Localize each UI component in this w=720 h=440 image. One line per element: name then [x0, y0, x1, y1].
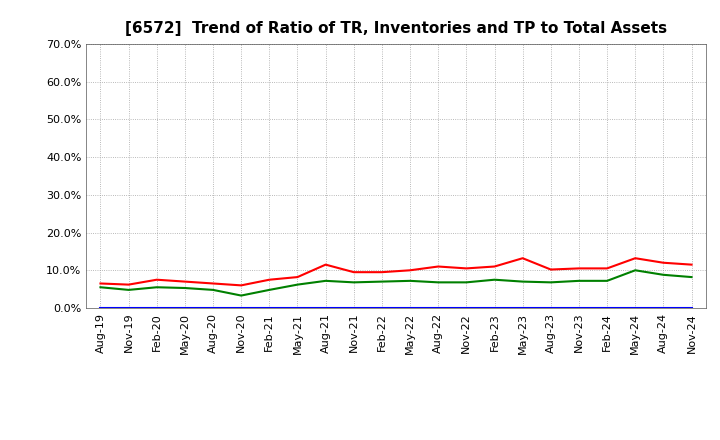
Trade Receivables: [575, 266, 583, 271]
Trade Payables: [462, 280, 471, 285]
Inventories: [377, 305, 386, 310]
Trade Receivables: [406, 268, 415, 273]
Trade Receivables: [490, 264, 499, 269]
Inventories: [631, 305, 639, 310]
Trade Payables: [349, 280, 358, 285]
Inventories: [293, 305, 302, 310]
Trade Receivables: [434, 264, 443, 269]
Trade Payables: [434, 280, 443, 285]
Inventories: [546, 305, 555, 310]
Inventories: [153, 305, 161, 310]
Inventories: [659, 305, 667, 310]
Trade Payables: [575, 278, 583, 283]
Inventories: [434, 305, 443, 310]
Inventories: [181, 305, 189, 310]
Trade Payables: [125, 287, 133, 293]
Inventories: [96, 305, 105, 310]
Trade Receivables: [659, 260, 667, 265]
Trade Receivables: [518, 256, 527, 261]
Trade Payables: [631, 268, 639, 273]
Trade Receivables: [321, 262, 330, 267]
Inventories: [490, 305, 499, 310]
Trade Receivables: [181, 279, 189, 284]
Trade Payables: [406, 278, 415, 283]
Inventories: [518, 305, 527, 310]
Inventories: [125, 305, 133, 310]
Trade Receivables: [603, 266, 611, 271]
Trade Receivables: [237, 283, 246, 288]
Trade Payables: [518, 279, 527, 284]
Inventories: [575, 305, 583, 310]
Inventories: [209, 305, 217, 310]
Trade Payables: [181, 286, 189, 291]
Trade Payables: [153, 285, 161, 290]
Trade Payables: [237, 293, 246, 298]
Trade Payables: [209, 287, 217, 293]
Trade Payables: [603, 278, 611, 283]
Title: [6572]  Trend of Ratio of TR, Inventories and TP to Total Assets: [6572] Trend of Ratio of TR, Inventories…: [125, 21, 667, 36]
Trade Payables: [96, 285, 105, 290]
Trade Payables: [546, 280, 555, 285]
Trade Payables: [293, 282, 302, 287]
Trade Receivables: [209, 281, 217, 286]
Trade Receivables: [631, 256, 639, 261]
Line: Trade Receivables: Trade Receivables: [101, 258, 691, 286]
Inventories: [462, 305, 471, 310]
Trade Receivables: [96, 281, 105, 286]
Trade Receivables: [377, 270, 386, 275]
Inventories: [406, 305, 415, 310]
Trade Receivables: [125, 282, 133, 287]
Inventories: [265, 305, 274, 310]
Trade Payables: [265, 287, 274, 293]
Trade Payables: [377, 279, 386, 284]
Trade Payables: [659, 272, 667, 278]
Trade Receivables: [153, 277, 161, 282]
Trade Receivables: [293, 275, 302, 280]
Trade Payables: [490, 277, 499, 282]
Line: Trade Payables: Trade Payables: [101, 270, 691, 296]
Inventories: [687, 305, 696, 310]
Trade Receivables: [265, 277, 274, 282]
Inventories: [349, 305, 358, 310]
Inventories: [603, 305, 611, 310]
Trade Payables: [321, 278, 330, 283]
Inventories: [237, 305, 246, 310]
Inventories: [321, 305, 330, 310]
Trade Receivables: [687, 262, 696, 267]
Trade Payables: [687, 275, 696, 280]
Trade Receivables: [546, 267, 555, 272]
Trade Receivables: [462, 266, 471, 271]
Trade Receivables: [349, 270, 358, 275]
